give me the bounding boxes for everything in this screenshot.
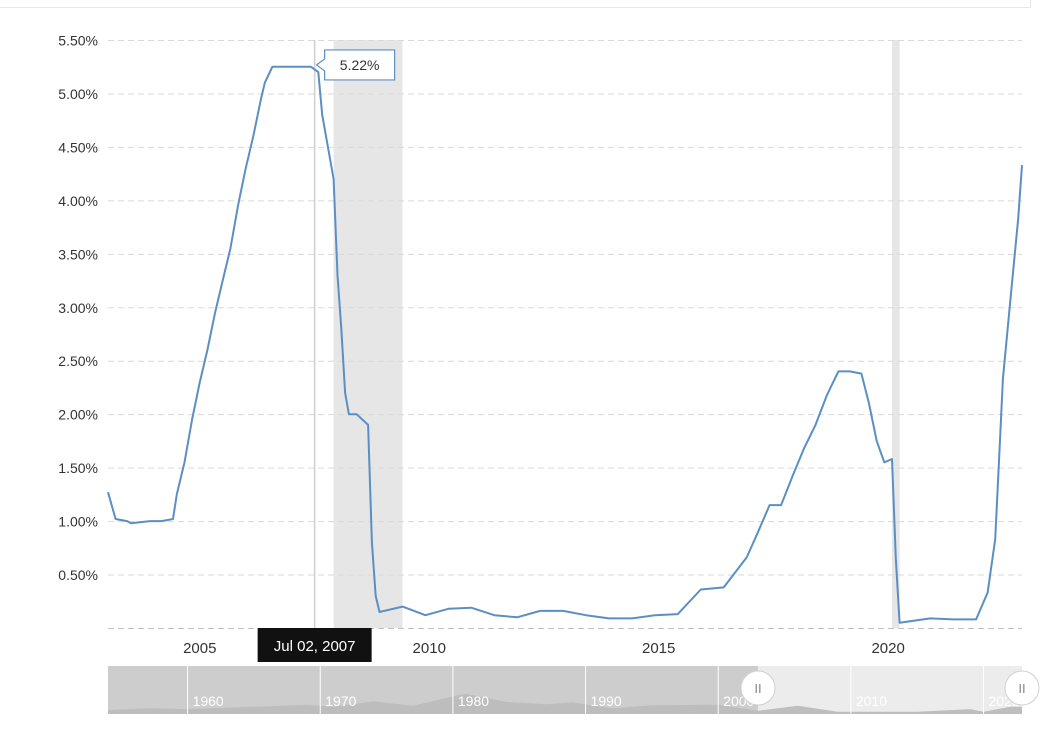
x-tick-label: 2020 bbox=[871, 640, 904, 657]
y-tick-label: 4.50% bbox=[58, 139, 98, 155]
navigator-tick-label: 1970 bbox=[325, 693, 356, 709]
y-tick-label: 5.50% bbox=[58, 33, 98, 49]
top-border bbox=[0, 0, 1031, 8]
x-axis: 2005 2010 2015 2020 bbox=[183, 640, 905, 657]
value-tooltip: 5.22% bbox=[315, 49, 396, 81]
y-tick-label: 2.50% bbox=[58, 353, 98, 369]
recession-band bbox=[333, 40, 403, 628]
x-tick-label: 2015 bbox=[642, 640, 675, 657]
navigator-mask-left bbox=[108, 666, 758, 714]
range-navigator[interactable]: 1960 1970 1980 1990 2000 2010 2020 II II bbox=[108, 666, 1040, 714]
y-tick-label: 4.00% bbox=[58, 193, 98, 209]
navigator-selected-range bbox=[758, 666, 1022, 714]
handle-grip-icon: II bbox=[754, 681, 761, 696]
crosshair-date: Jul 02, 2007 bbox=[274, 638, 356, 655]
crosshair-date-badge: Jul 02, 2007 bbox=[257, 628, 372, 662]
navigator-tick-label: 1990 bbox=[591, 693, 622, 709]
y-tick-label: 3.50% bbox=[58, 246, 98, 262]
y-tick-label: 1.00% bbox=[58, 514, 98, 530]
y-tick-label: 3.00% bbox=[58, 300, 98, 316]
navigator-tick-label: 2010 bbox=[856, 693, 887, 709]
navigator-tick-label: 1980 bbox=[458, 693, 489, 709]
recession-band bbox=[891, 40, 900, 628]
x-tick-label: 2010 bbox=[413, 640, 446, 657]
navigator-ticks: 1960 1970 1980 1990 2000 2010 2020 bbox=[187, 666, 1020, 714]
y-tick-label: 5.00% bbox=[58, 86, 98, 102]
x-tick-label: 2005 bbox=[183, 640, 216, 657]
series-line[interactable] bbox=[107, 65, 1023, 624]
y-tick-label: 2.00% bbox=[58, 407, 98, 423]
y-tick-label: 0.50% bbox=[58, 567, 98, 583]
recession-bands bbox=[333, 40, 900, 628]
tooltip-value: 5.22% bbox=[340, 57, 380, 73]
navigator-handle-left[interactable]: II bbox=[740, 670, 776, 706]
navigator-tick-label: 1960 bbox=[193, 693, 224, 709]
gridlines bbox=[108, 40, 1022, 576]
navigator-handle-right[interactable]: II bbox=[1004, 670, 1040, 706]
y-tick-label: 1.50% bbox=[58, 460, 98, 476]
y-axis: 0.50% 1.00% 1.50% 2.00% 2.50% 3.00% 3.50% 4.00%… bbox=[58, 33, 98, 584]
handle-grip-icon: II bbox=[1018, 681, 1025, 696]
